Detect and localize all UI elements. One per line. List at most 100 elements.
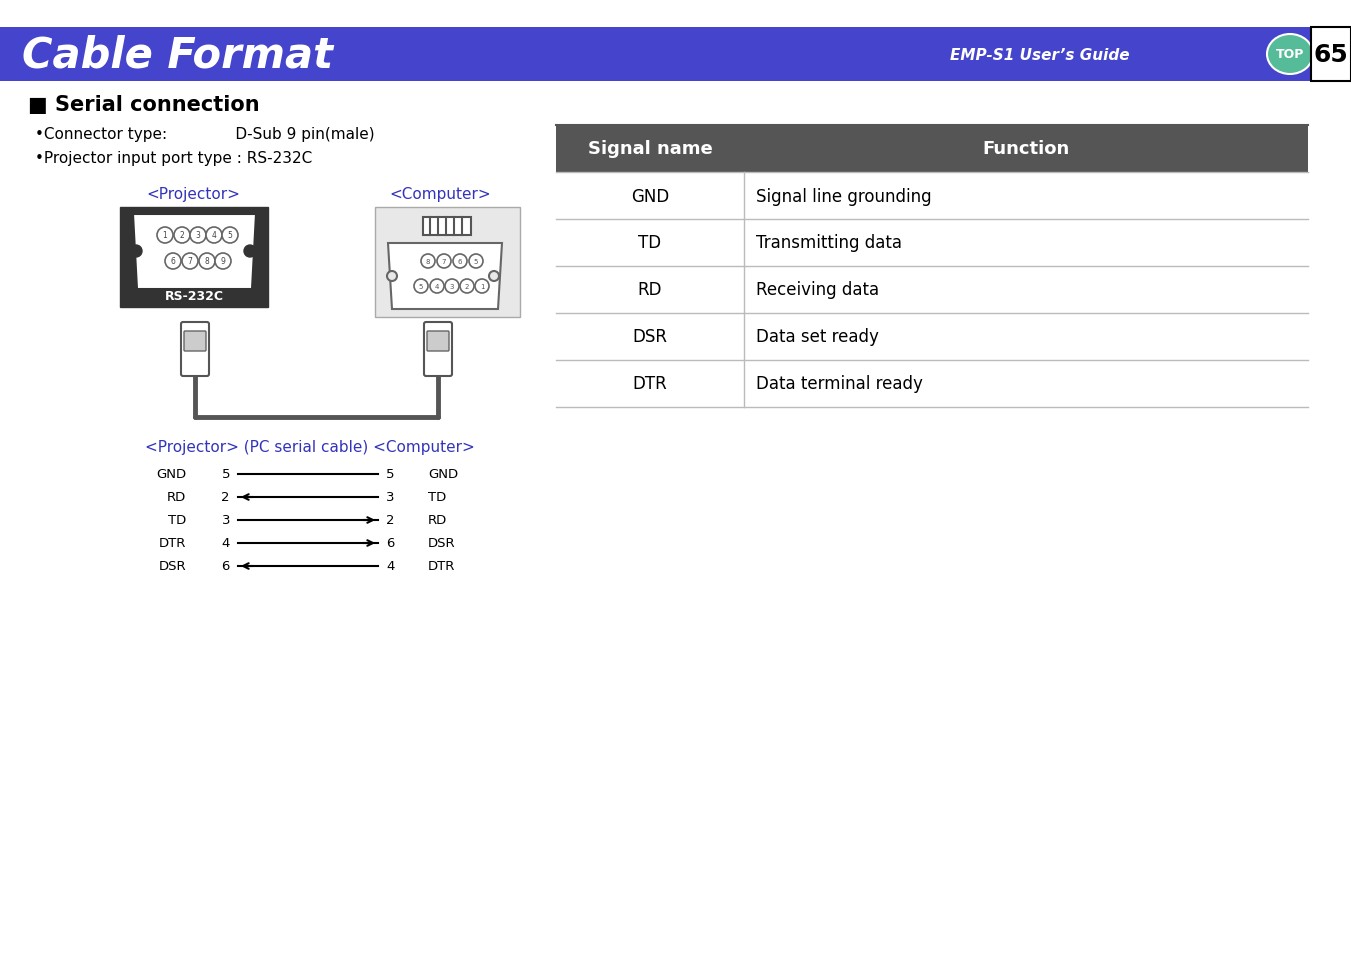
Circle shape [469,254,484,269]
Text: DSR: DSR [632,328,667,346]
FancyBboxPatch shape [424,323,453,376]
Text: GND: GND [428,468,458,481]
Polygon shape [132,214,255,290]
Polygon shape [388,244,503,310]
Text: 6: 6 [458,258,462,265]
Text: 4: 4 [386,560,394,573]
Text: 2: 2 [465,284,469,290]
Text: 5: 5 [227,232,232,240]
Text: TD: TD [639,234,662,253]
Text: 5: 5 [386,468,394,481]
Text: 7: 7 [442,258,446,265]
Text: 3: 3 [222,514,230,527]
Text: GND: GND [155,468,186,481]
Text: DSR: DSR [158,560,186,573]
Circle shape [430,280,444,294]
Text: 7: 7 [188,257,192,266]
Circle shape [182,253,199,270]
Circle shape [215,253,231,270]
Text: RD: RD [428,514,447,527]
Circle shape [444,280,459,294]
Circle shape [165,253,181,270]
Text: •Connector type:              D-Sub 9 pin(male): •Connector type: D-Sub 9 pin(male) [35,128,374,142]
Bar [1310,28,1351,82]
Text: Cable Format: Cable Format [22,34,332,76]
Bar [557,172,1308,220]
Text: 8: 8 [204,257,209,266]
Circle shape [422,254,435,269]
Text: 5: 5 [222,468,230,481]
Text: RD: RD [166,491,186,504]
Text: DTR: DTR [632,375,667,393]
Text: DTR: DTR [158,537,186,550]
Text: DTR: DTR [428,560,455,573]
Text: 4: 4 [212,232,216,240]
Text: 2: 2 [386,514,394,527]
Circle shape [436,254,451,269]
Text: <Computer>: <Computer> [389,188,490,202]
Text: 6: 6 [386,537,394,550]
Text: 5: 5 [419,284,423,290]
Bar [557,267,1308,314]
Circle shape [130,246,142,257]
Text: 1: 1 [480,284,484,290]
FancyBboxPatch shape [427,332,449,352]
Text: 2: 2 [222,491,230,504]
Text: •Projector input port type : RS-232C: •Projector input port type : RS-232C [35,151,312,165]
Text: Data terminal ready: Data terminal ready [757,375,923,393]
Text: Function: Function [982,140,1070,158]
Bar [376,208,520,317]
Text: 65: 65 [1313,43,1348,67]
Text: 4: 4 [222,537,230,550]
Circle shape [157,228,173,244]
Text: RD: RD [638,281,662,299]
Bar [557,314,1308,360]
Ellipse shape [1267,35,1313,75]
Circle shape [459,280,474,294]
Text: 6: 6 [170,257,176,266]
Text: Signal line grounding: Signal line grounding [757,188,932,205]
Circle shape [199,253,215,270]
Text: Receiving data: Receiving data [757,281,880,299]
Bar [557,220,1308,267]
Circle shape [476,280,489,294]
Text: 6: 6 [222,560,230,573]
Circle shape [205,228,222,244]
Circle shape [386,272,397,282]
Circle shape [489,272,499,282]
Text: Transmitting data: Transmitting data [757,234,902,253]
FancyBboxPatch shape [184,332,205,352]
Circle shape [222,228,238,244]
Text: <Projector>: <Projector> [146,188,240,202]
Text: EMP-S1 User’s Guide: EMP-S1 User’s Guide [950,48,1129,63]
Bar [120,208,267,308]
Text: 1: 1 [162,232,168,240]
Text: Signal name: Signal name [588,140,712,158]
FancyBboxPatch shape [181,323,209,376]
Text: RS-232C: RS-232C [165,291,223,303]
Text: 3: 3 [196,232,200,240]
Text: 5: 5 [474,258,478,265]
Text: GND: GND [631,188,669,205]
Text: DSR: DSR [428,537,455,550]
Bar [557,126,1308,172]
Text: 8: 8 [426,258,430,265]
Circle shape [413,280,428,294]
Text: 3: 3 [450,284,454,290]
Text: 4: 4 [435,284,439,290]
Text: TD: TD [168,514,186,527]
Text: TD: TD [428,491,446,504]
Bar [0,28,1351,82]
Text: TOP: TOP [1275,49,1304,61]
Circle shape [174,228,190,244]
Circle shape [190,228,205,244]
Text: 2: 2 [180,232,184,240]
Text: 9: 9 [220,257,226,266]
Text: <Projector> (PC serial cable) <Computer>: <Projector> (PC serial cable) <Computer> [145,440,474,455]
Text: Data set ready: Data set ready [757,328,880,346]
Bar [557,360,1308,408]
Circle shape [245,246,255,257]
Text: ■ Serial connection: ■ Serial connection [28,95,259,115]
Circle shape [453,254,467,269]
Text: 3: 3 [386,491,394,504]
